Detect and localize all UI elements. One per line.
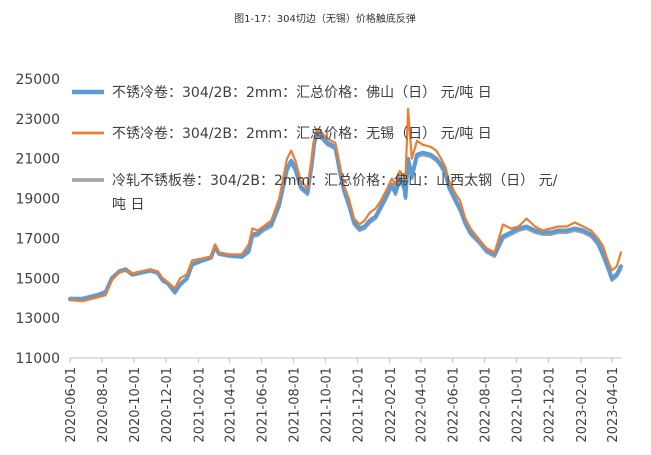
x-tick-label: 2021-02-01 [192, 367, 207, 443]
y-tick-label: 25000 [15, 72, 60, 88]
x-tick-label: 2021-04-01 [223, 367, 238, 443]
y-tick-label: 23000 [15, 112, 60, 128]
y-tick-label: 21000 [15, 152, 60, 168]
legend-label-1: 不锈冷卷：304/2B：2mm：汇总价格：无锡（日） 元/吨 日 [112, 126, 492, 142]
x-tick-label: 2022-04-01 [415, 367, 430, 443]
series-line-1 [68, 107, 623, 303]
y-tick-label: 15000 [15, 271, 60, 287]
legend-label-2: 冷轧不锈板卷：304/2B：2mm：汇总价格：佛山：山西太钢（日） 元/吨 日 [112, 173, 558, 213]
legend: 不锈冷卷：304/2B：2mm：汇总价格：佛山（日） 元/吨 日不锈冷卷：304… [72, 85, 558, 213]
series-line-0 [68, 130, 623, 302]
series-layer [68, 107, 623, 303]
y-axis: 11000 13000 15000 17000 19000 21000 23000 25000 [15, 72, 60, 367]
x-tick-label: 2022-02-01 [384, 367, 399, 443]
x-tick-label: 2020-12-01 [160, 367, 175, 443]
x-tick-label: 2022-10-01 [511, 367, 526, 443]
x-tick-label: 2020-10-01 [128, 367, 143, 443]
x-tick-label: 2023-04-01 [606, 367, 621, 443]
x-tick-label: 2022-08-01 [479, 367, 494, 443]
y-tick-label: 13000 [15, 311, 60, 327]
x-tick-label: 2020-08-01 [96, 367, 111, 443]
y-tick-label: 11000 [15, 351, 60, 367]
series-line-2 [68, 133, 623, 300]
x-tick-label: 2022-06-01 [447, 367, 462, 443]
chart-title: 图1-17：304切边（无锡）价格触底反弹 [234, 12, 416, 25]
x-tick-label: 2022-12-01 [543, 367, 558, 443]
y-tick-label: 17000 [15, 231, 60, 247]
x-tick-label: 2021-08-01 [287, 367, 302, 443]
x-tick-label: 2021-12-01 [351, 367, 366, 443]
y-tick-label: 19000 [15, 192, 60, 208]
legend-label-0: 不锈冷卷：304/2B：2mm：汇总价格：佛山（日） 元/吨 日 [112, 85, 492, 101]
x-tick-label: 2023-02-01 [575, 367, 590, 443]
x-tick-label: 2021-10-01 [319, 367, 334, 443]
x-axis: 2020-06-01 2020-08-01 2020-10-01 2020-12-01… [64, 357, 622, 443]
x-tick-label: 2021-06-01 [255, 367, 270, 443]
x-tick-label: 2020-06-01 [64, 367, 79, 443]
